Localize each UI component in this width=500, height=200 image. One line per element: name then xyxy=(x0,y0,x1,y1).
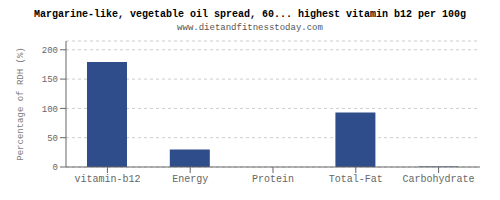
svg-text:Protein: Protein xyxy=(252,174,294,185)
svg-text:150: 150 xyxy=(42,75,58,85)
svg-text:Percentage of RDH (%): Percentage of RDH (%) xyxy=(16,47,26,160)
svg-text:0: 0 xyxy=(53,163,58,173)
svg-text:100: 100 xyxy=(42,105,58,115)
svg-text:Carbohydrate: Carbohydrate xyxy=(403,174,475,185)
svg-text:200: 200 xyxy=(42,46,58,56)
html-text:Margarine-like, vegetable oil: Margarine-like, vegetable oil spread, 60… xyxy=(34,9,466,20)
svg-text:50: 50 xyxy=(47,134,58,144)
svg-text:Total-Fat: Total-Fat xyxy=(329,174,383,185)
html-text:www.dietandfitnesstoday.com: www.dietandfitnesstoday.com xyxy=(177,23,323,33)
svg-text:vitamin-b12: vitamin-b12 xyxy=(74,174,140,185)
svg-text:Energy: Energy xyxy=(172,174,208,185)
